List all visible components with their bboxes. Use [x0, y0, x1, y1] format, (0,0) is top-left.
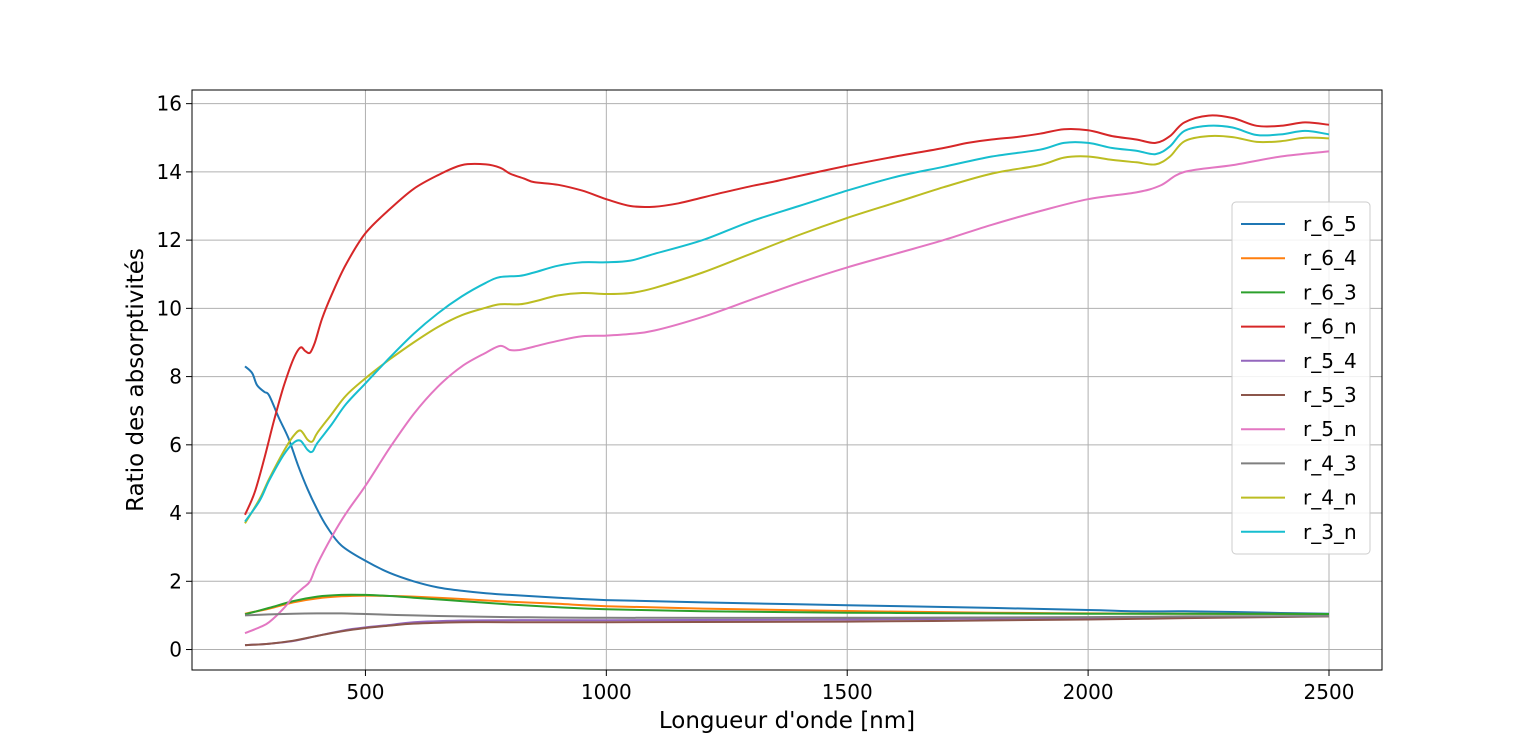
series-line-r_5_n — [244, 150, 1330, 635]
plot-frame — [191, 89, 1383, 671]
y-axis: 0 2 4 6 8 10 12 14 16 — [157, 92, 192, 662]
legend-label: r_6_5 — [1303, 212, 1357, 236]
y-tick-label: 16 — [157, 92, 182, 116]
y-tick-label: 0 — [169, 638, 182, 662]
legend-label: r_5_3 — [1303, 383, 1357, 407]
series-lines — [244, 114, 1330, 647]
y-tick-label: 10 — [157, 296, 182, 320]
legend: r_6_5 r_6_4 r_6_3 r_6_n r_5_4 r_5_3 r_5_n r_4_3… — [1231, 201, 1371, 555]
y-tick-label: 2 — [169, 569, 182, 593]
legend-label: r_4_n — [1303, 486, 1357, 510]
legend-label: r_6_4 — [1303, 246, 1357, 270]
grid — [192, 90, 1382, 670]
x-axis-label: Longueur d'onde [nm] — [659, 708, 915, 734]
y-tick-label: 12 — [157, 228, 182, 252]
legend-label: r_6_3 — [1303, 280, 1357, 304]
series-line-r_5_3 — [244, 615, 1330, 647]
x-tick-label: 2500 — [1304, 680, 1355, 704]
y-tick-label: 4 — [169, 501, 182, 525]
y-tick-label: 6 — [169, 433, 182, 457]
x-tick-label: 2000 — [1063, 680, 1114, 704]
legend-label: r_6_n — [1303, 315, 1357, 339]
x-tick-label: 500 — [346, 680, 384, 704]
x-tick-label: 1000 — [581, 680, 632, 704]
x-axis: 500 1000 1500 2000 2500 — [346, 670, 1354, 704]
legend-label: r_3_n — [1303, 520, 1357, 544]
series-line-r_4_n — [244, 134, 1330, 524]
series-line-r_3_n — [244, 124, 1330, 523]
legend-label: r_5_4 — [1303, 349, 1357, 373]
series-line-r_6_n — [244, 114, 1330, 516]
legend-label: r_4_3 — [1303, 451, 1357, 475]
series-line-r_4_3 — [244, 612, 1330, 619]
x-tick-label: 1500 — [822, 680, 873, 704]
series-line-r_6_3 — [244, 593, 1330, 616]
legend-label: r_5_n — [1303, 417, 1357, 441]
y-tick-label: 8 — [169, 365, 182, 389]
y-axis-label: Ratio des absorptivités — [123, 248, 149, 512]
y-tick-label: 14 — [157, 160, 182, 184]
legend-box — [1231, 201, 1371, 555]
series-line-r_6_5 — [244, 365, 1330, 615]
